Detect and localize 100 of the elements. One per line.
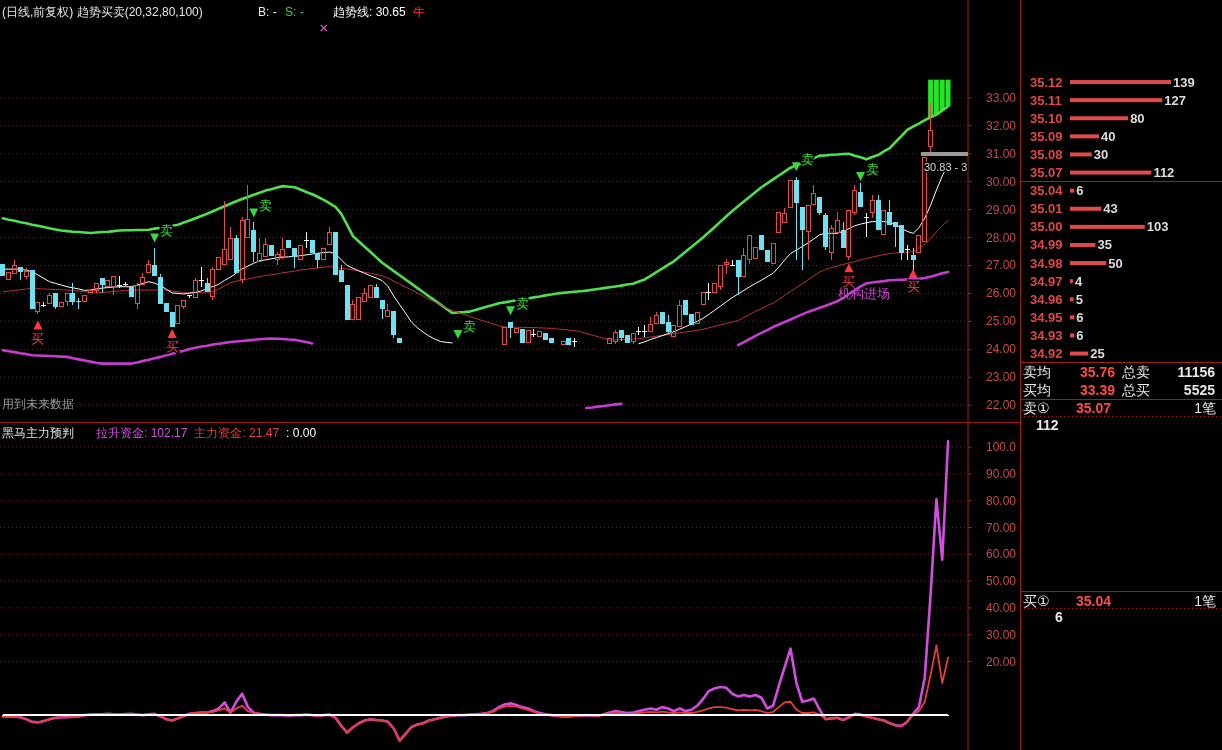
- candlestick: [53, 293, 58, 310]
- bar: [1070, 206, 1102, 211]
- y-tick-label: 35.11: [1030, 92, 1062, 108]
- data-label: 80: [1130, 110, 1145, 126]
- data-label: 6: [1076, 183, 1084, 199]
- y-tick-label: 34.92: [1030, 346, 1063, 362]
- text: 卖①: [1023, 400, 1050, 416]
- y-tick-label: 32.00: [985, 118, 1017, 133]
- data-label: 40: [1101, 128, 1116, 144]
- bar: [1070, 188, 1075, 193]
- data-label: 30: [1093, 146, 1109, 162]
- chart-title: 黑马主力预判: [2, 426, 74, 440]
- y-tick-label: 20.00: [985, 654, 1017, 669]
- y-tick-label: 26.00: [985, 286, 1017, 301]
- bar: [1070, 134, 1100, 139]
- candlestick: [129, 287, 134, 297]
- data-label: 6: [1076, 309, 1084, 325]
- bar: [1070, 242, 1096, 247]
- candlestick: [269, 245, 274, 256]
- data-label: 35: [1097, 237, 1112, 253]
- y-tick-label: 22.00: [985, 398, 1017, 413]
- bar: [1070, 170, 1152, 175]
- candlestick: [345, 285, 350, 320]
- bar: [1070, 98, 1163, 103]
- candlestick: [380, 300, 385, 320]
- y-tick-label: 27.00: [985, 258, 1017, 273]
- y-tick-label: 34.98: [1030, 255, 1063, 271]
- candlestick: [100, 278, 105, 294]
- candlestick: [648, 316, 653, 332]
- text: 买: [842, 273, 856, 289]
- y-tick-label: 24.00: [985, 342, 1017, 357]
- y-tick-label: 34.93: [1030, 327, 1063, 343]
- text: 趋势线: 30.65: [333, 5, 407, 19]
- candlestick: [858, 182, 863, 207]
- candlestick: [841, 221, 846, 248]
- text: 卖均: [1023, 364, 1051, 380]
- candlestick: [310, 240, 315, 253]
- text: 买: [906, 279, 920, 295]
- candlestick: [514, 328, 519, 333]
- candlestick: [391, 311, 396, 339]
- y-tick-label: 35.10: [1030, 110, 1063, 126]
- line-series: [1, 104, 950, 315]
- series-label: 买: [31, 331, 45, 347]
- point: [320, 24, 328, 32]
- y-tick-label: 33.00: [985, 90, 1017, 105]
- y-tick-label: 30.00: [985, 174, 1017, 189]
- candlestick: [140, 272, 145, 285]
- candlestick: [82, 295, 87, 302]
- bar: [1070, 279, 1073, 284]
- y-tick-label: 35.09: [1030, 128, 1063, 144]
- text: 11156: [1177, 364, 1216, 380]
- candlestick: [321, 248, 326, 260]
- point: [249, 208, 259, 218]
- candlestick: [234, 234, 239, 273]
- y-tick-label: 35.08: [1030, 146, 1063, 162]
- candlestick: [59, 302, 64, 307]
- annotation: S: -: [285, 5, 304, 19]
- data-label: 4: [1074, 273, 1083, 289]
- y-tick-label: 80.00: [985, 493, 1017, 508]
- y-tick-label: 35.07: [1030, 165, 1063, 181]
- text: 33.39: [1080, 382, 1116, 398]
- candlestick: [537, 331, 542, 337]
- candlestick: [47, 292, 52, 304]
- candlestick: [806, 205, 811, 261]
- point: [506, 306, 516, 316]
- y-tick-label: 50.00: [985, 574, 1017, 589]
- candlestick: [736, 260, 741, 296]
- point: [167, 328, 177, 338]
- candlestick: [765, 250, 770, 262]
- text: 总买: [1121, 382, 1150, 398]
- candlestick: [30, 270, 35, 309]
- data-label: 127: [1164, 92, 1186, 108]
- data-label: 25: [1090, 346, 1105, 362]
- candlestick: [18, 267, 23, 281]
- data-label: 5: [1075, 291, 1083, 307]
- candlestick: [566, 338, 571, 345]
- bar: [1070, 351, 1089, 356]
- text: 卖: [515, 295, 529, 311]
- candlestick: [502, 327, 507, 345]
- bar: [1070, 224, 1145, 229]
- y-tick-label: 34.96: [1030, 291, 1063, 307]
- text: 卖: [865, 161, 879, 177]
- annotation: 总卖: [1121, 364, 1150, 380]
- point: [844, 263, 854, 273]
- bar: [1070, 297, 1074, 302]
- y-tick-label: 25.00: [985, 314, 1017, 329]
- candlestick: [526, 330, 531, 343]
- text: 1笔: [1194, 400, 1216, 416]
- text: 买: [165, 339, 179, 355]
- text: 112: [1036, 417, 1059, 433]
- candlestick: [170, 312, 175, 327]
- text: 6: [1055, 609, 1063, 625]
- data-label: 139: [1173, 74, 1195, 90]
- y-tick-label: 35.01: [1030, 201, 1063, 217]
- candlestick: [771, 243, 776, 264]
- candlestick: [327, 226, 332, 245]
- y-tick-label: 35.04: [1030, 183, 1064, 199]
- bar: [1070, 261, 1107, 266]
- candlestick: [759, 235, 764, 250]
- candlestick: [205, 277, 210, 292]
